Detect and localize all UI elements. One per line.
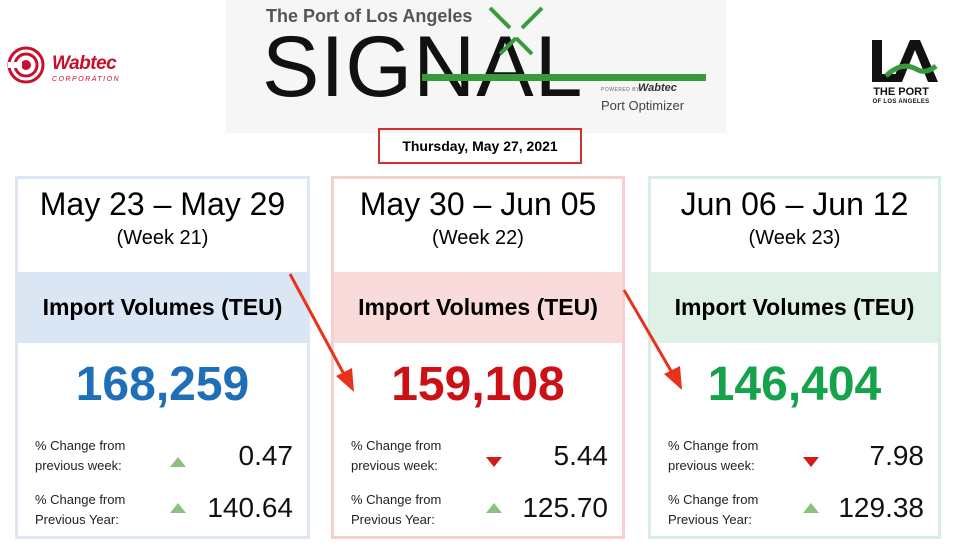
weekly-change-value: 5.44 — [553, 440, 609, 471]
week-number: (Week 22) — [432, 227, 524, 249]
trend-arrow-icon — [622, 289, 682, 390]
week-card: May 30 – Jun 05 (Week 22) Import Volumes… — [331, 176, 625, 539]
yearly-change-label: % Change from Previous Year: — [35, 490, 125, 530]
la-logo-line1: THE PORT — [873, 86, 929, 98]
la-logo-line2: OF LOS ANGELES — [872, 99, 930, 105]
yearly-change-value: 140.64 — [207, 492, 293, 523]
week-range: Jun 06 – Jun 12 — [680, 186, 909, 222]
yearly-change-triangle-icon — [803, 503, 819, 513]
week-number: (Week 23) — [748, 227, 841, 249]
weekly-change-label: % Change from previous week: — [668, 436, 758, 476]
signal-banner — [226, 0, 726, 133]
yearly-change-label-line2: Previous Year: — [35, 512, 119, 527]
report-date: Thursday, May 27, 2021 — [378, 128, 582, 164]
weekly-change-label: % Change from previous week: — [35, 436, 125, 476]
powered-by-label: POWERED BY — [601, 87, 640, 93]
wabtec-logo-subtitle: CORPORATION — [52, 76, 121, 83]
import-volume-value: 168,259 — [75, 358, 250, 411]
yearly-change-triangle-icon — [170, 503, 186, 513]
port-of-la-logo-icon — [872, 40, 938, 82]
yearly-change-label-line1: % Change from — [35, 492, 126, 507]
yearly-change-label-line2: Previous Year: — [668, 512, 752, 527]
import-volume-value: 146,404 — [707, 358, 882, 411]
yearly-change-label-line2: Previous Year: — [351, 512, 435, 527]
weekly-change-value: 7.98 — [869, 440, 925, 471]
weekly-change-label-line1: % Change from — [35, 438, 126, 453]
weekly-change-label-line1: % Change from — [668, 438, 759, 453]
port-optimizer-label: Port Optimizer — [601, 98, 685, 113]
yearly-change-label-line1: % Change from — [668, 492, 759, 507]
week-card: Jun 06 – Jun 12 (Week 23) Import Volumes… — [648, 176, 941, 539]
trend-arrow-icon — [288, 273, 354, 392]
yearly-change-label: % Change from Previous Year: — [668, 490, 758, 530]
week-number: (Week 21) — [116, 227, 209, 249]
signal-top-line: The Port of Los Angeles — [266, 6, 473, 26]
yearly-change-triangle-icon — [486, 503, 502, 513]
weekly-change-label-line1: % Change from — [351, 438, 442, 453]
import-volumes-header: Import Volumes (TEU) — [651, 272, 938, 343]
weekly-change-label: % Change from previous week: — [351, 436, 441, 476]
import-volumes-header: Import Volumes (TEU) — [334, 272, 622, 343]
import-volume-value: 159,108 — [391, 358, 565, 411]
import-volumes-header: Import Volumes (TEU) — [18, 272, 307, 343]
yearly-change-label-line1: % Change from — [351, 492, 442, 507]
weekly-change-triangle-icon — [486, 457, 502, 467]
weekly-change-label-line2: previous week: — [668, 458, 755, 473]
signal-x-mark-icon — [422, 6, 706, 81]
yearly-change-value: 125.70 — [522, 492, 608, 523]
weekly-change-label-line2: previous week: — [351, 458, 438, 473]
signal-wordmark: SIGNAL — [262, 19, 584, 115]
powered-by-brand: Wabtec — [638, 82, 677, 94]
weekly-change-value: 0.47 — [238, 440, 294, 471]
weekly-change-label-line2: previous week: — [35, 458, 122, 473]
weekly-change-triangle-icon — [170, 457, 186, 467]
weekly-change-triangle-icon — [803, 457, 819, 467]
yearly-change-label: % Change from Previous Year: — [351, 490, 441, 530]
week-card: May 23 – May 29 (Week 21) Import Volumes… — [15, 176, 310, 539]
week-range: May 30 – Jun 05 — [359, 186, 597, 222]
yearly-change-value: 129.38 — [838, 492, 924, 523]
wabtec-logo-text: Wabtec — [52, 53, 117, 74]
wabtec-logo-icon — [7, 46, 45, 84]
week-range: May 23 – May 29 — [39, 186, 286, 222]
